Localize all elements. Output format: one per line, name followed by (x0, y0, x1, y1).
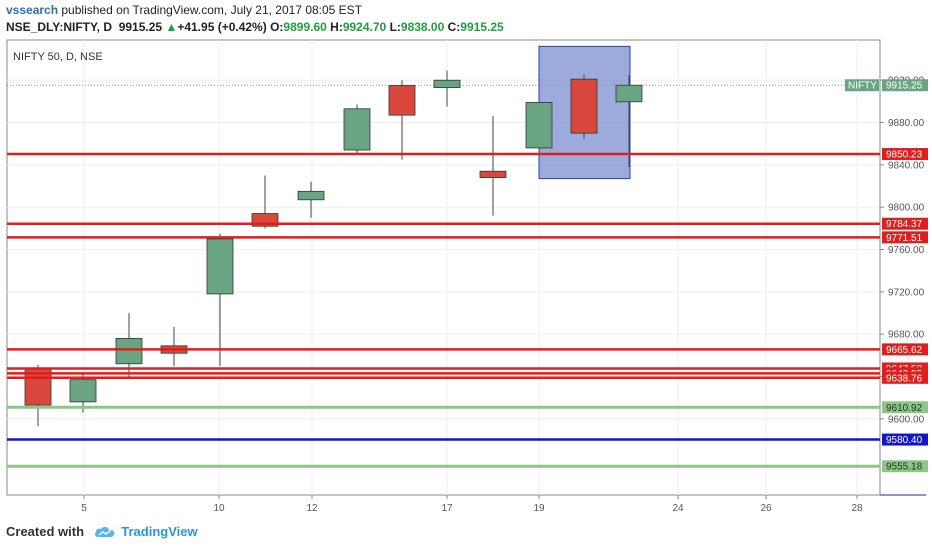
y-tick-label: 9760.00 (888, 245, 925, 256)
x-tick-label: 24 (672, 503, 684, 514)
footer: Created with TradingView (6, 524, 198, 540)
candle-body (570, 78, 598, 134)
symbol-label: NSE_DLY:NIFTY, D (6, 20, 113, 34)
y-tick-label: 9600.00 (888, 414, 925, 425)
candle-body (615, 84, 643, 103)
low-value: 9838.00 (400, 20, 445, 34)
x-tick-label: 10 (213, 503, 225, 514)
last-price-text: 9915.25 (118, 20, 163, 34)
x-tick-label: 5 (81, 503, 87, 514)
nifty-tag: NIFTY (848, 81, 877, 92)
open-value: 9899.60 (283, 20, 327, 34)
created-with-text: Created with (6, 524, 85, 539)
x-tick-label: 26 (760, 503, 772, 514)
tradingview-cloud-icon (94, 526, 114, 537)
high-label: H: (330, 20, 343, 34)
y-tick-label: 9720.00 (888, 287, 925, 298)
open-label: O: (270, 20, 284, 34)
level-label: 9665.62 (886, 345, 923, 356)
candle-body (433, 79, 461, 89)
level-label-bg (882, 401, 928, 414)
x-tick-label: 17 (441, 503, 453, 514)
candle-body (388, 85, 416, 116)
high-value: 9924.70 (342, 20, 387, 34)
tradingview-brand[interactable]: TradingView (121, 524, 198, 539)
level-label-bg (882, 343, 928, 356)
y-tick-label: 9840.00 (888, 160, 925, 171)
y-tick-label: 9680.00 (888, 330, 925, 341)
candle-body (24, 368, 52, 406)
author-link[interactable]: vssearch (6, 3, 59, 17)
level-label: 9610.92 (886, 403, 923, 414)
level-label: 9771.51 (886, 233, 923, 244)
level-label-bg (882, 433, 928, 446)
chart-title: NIFTY 50, D, NSE (13, 51, 103, 63)
x-tick-label: 12 (306, 503, 318, 514)
level-label: 9638.76 (886, 373, 923, 384)
close-label: C: (447, 20, 461, 34)
candle-body (479, 170, 507, 178)
x-tick-label: 28 (851, 503, 863, 514)
x-tick-label: 19 (533, 503, 545, 514)
level-label-bg (882, 231, 928, 244)
candle-body (206, 238, 234, 295)
y-tick-label: 9880.00 (888, 118, 925, 129)
level-label: 9850.23 (886, 150, 923, 161)
level-label: 9555.18 (886, 462, 923, 473)
low-label: L: (389, 20, 401, 34)
level-label: 9580.40 (886, 435, 923, 446)
level-label-bg (882, 460, 928, 473)
level-label-bg (882, 371, 928, 384)
change-text: +41.95 (+0.42%) (177, 20, 267, 34)
nifty-tag-bg (845, 79, 879, 92)
y-tick-label: 9800.00 (888, 203, 925, 214)
last-price-label-bg (882, 79, 928, 92)
candle-body (115, 337, 143, 365)
publish-line: vssearch published on TradingView.com, J… (6, 3, 362, 17)
candle-body (525, 102, 553, 149)
candle-body (297, 190, 325, 201)
ohlc-line: NSE_DLY:NIFTY, D 9915.25 ▲+41.95 (+0.42%… (6, 20, 504, 34)
candle-body (69, 379, 97, 403)
level-label: 9784.37 (886, 219, 923, 230)
up-triangle-icon: ▲ (165, 20, 178, 34)
highlight-box (538, 45, 631, 180)
plot-area (6, 39, 881, 496)
last-price-label: 9915.25 (886, 81, 923, 92)
publish-text: published on TradingView.com, July 21, 2… (58, 3, 363, 17)
level-label-bg (882, 217, 928, 230)
level-label-bg (882, 148, 928, 161)
close-value: 9915.25 (460, 20, 504, 34)
candle-body (343, 108, 371, 151)
